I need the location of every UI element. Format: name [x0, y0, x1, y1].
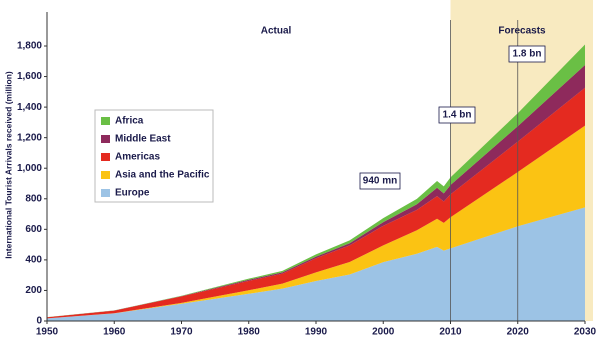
y-tick-label: 1,400: [17, 102, 42, 113]
legend-label: Middle East: [115, 134, 171, 145]
y-tick-label: 400: [25, 255, 42, 266]
annotation-box: [438, 106, 476, 124]
x-tick-label: 1950: [36, 327, 59, 338]
y-tick-label: 1,000: [17, 163, 42, 174]
legend-label: Europe: [115, 188, 150, 199]
y-axis-title: International Tourist Arrivals received …: [3, 71, 13, 259]
y-tick-label: 1,800: [17, 41, 42, 52]
area: [47, 87, 585, 319]
forecast-label: Forecasts: [498, 26, 546, 37]
y-tick-label: 600: [25, 224, 42, 235]
annotation: 1.4 bn: [443, 110, 472, 121]
annotation: 1.8 bn: [513, 49, 542, 60]
y-tick-label: 0: [36, 316, 42, 327]
annotation-box: [359, 172, 401, 190]
annotation: 940 mn: [363, 176, 397, 187]
y-tick-label: 1,600: [17, 71, 42, 82]
x-tick-label: 1980: [238, 327, 261, 338]
legend-label: Africa: [115, 116, 144, 127]
legend-box: [94, 109, 214, 203]
x-tick-label: 2020: [507, 327, 530, 338]
y-tick-label: 1,200: [17, 132, 42, 143]
area: [47, 125, 585, 319]
y-tick-label: 200: [25, 285, 42, 296]
legend-swatch: [101, 117, 110, 125]
legend-label: Asia and the Pacific: [115, 170, 210, 181]
legend-swatch: [101, 189, 110, 197]
actual-label: Actual: [261, 26, 292, 37]
x-tick-label: 2030: [574, 327, 596, 338]
legend-swatch: [101, 135, 110, 143]
x-tick-label: 1970: [170, 327, 193, 338]
x-tick-label: 1990: [305, 327, 328, 338]
x-tick-label: 2010: [439, 327, 462, 338]
x-tick-label: 2000: [372, 327, 395, 338]
y-tick-label: 800: [25, 193, 42, 204]
legend-label: Americas: [115, 152, 160, 163]
x-tick-label: 1960: [103, 327, 126, 338]
annotation-box: [508, 45, 546, 63]
legend-swatch: [101, 171, 110, 179]
legend-swatch: [101, 153, 110, 161]
